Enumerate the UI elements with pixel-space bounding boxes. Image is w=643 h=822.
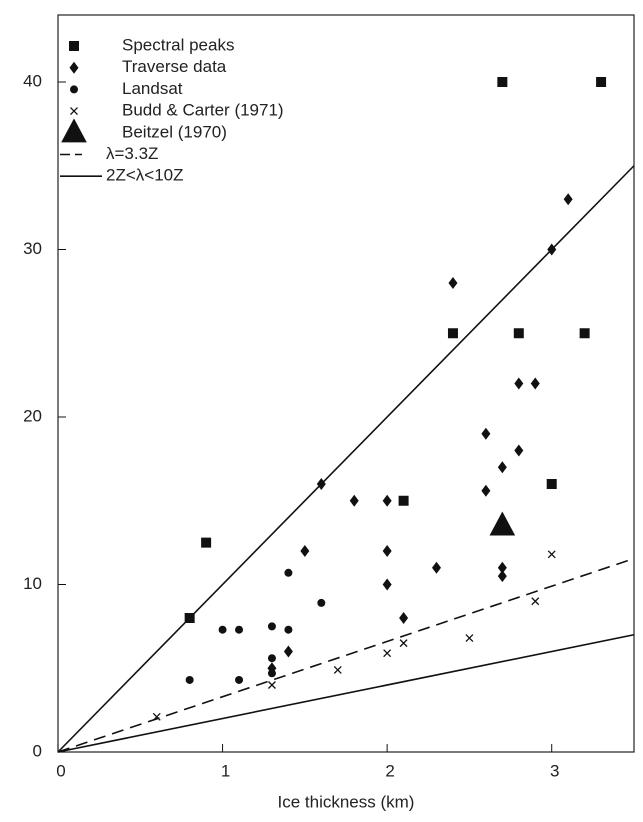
y-tick-label: 10 — [23, 574, 42, 593]
marker-circle — [267, 622, 276, 631]
marker-x — [267, 681, 276, 689]
marker-square — [546, 479, 557, 489]
x-tick-label: 2 — [385, 761, 394, 780]
marker-x — [399, 639, 408, 648]
marker-x — [383, 649, 392, 658]
marker-triangle — [489, 511, 516, 536]
marker-diamond — [514, 377, 524, 390]
marker-diamond — [399, 612, 409, 624]
legend-label: λ=3.3Z — [106, 144, 158, 163]
marker-diamond — [283, 645, 293, 658]
marker-diamond — [382, 545, 392, 557]
x-tick-label: 1 — [221, 761, 230, 780]
marker-circle — [235, 675, 244, 684]
reference-line — [57, 165, 635, 753]
legend-label: Beitzel (1970) — [122, 122, 227, 141]
legend-label: 2Z<λ<10Z — [106, 166, 184, 185]
marker-diamond — [514, 444, 524, 457]
marker-square — [69, 41, 79, 51]
marker-diamond — [497, 570, 507, 583]
marker-diamond — [448, 277, 458, 289]
marker-diamond — [69, 61, 79, 74]
marker-diamond — [497, 461, 507, 474]
x-tick-label: 0 — [56, 761, 65, 780]
marker-circle — [218, 625, 227, 634]
y-tick-label: 20 — [23, 406, 42, 425]
plot-frame — [57, 14, 635, 753]
marker-triangle — [61, 118, 87, 143]
marker-circle — [185, 675, 194, 684]
marker-diamond — [300, 545, 310, 557]
marker-circle — [284, 568, 293, 577]
marker-square — [447, 328, 458, 339]
legend-label: Traverse data — [122, 57, 227, 76]
marker-diamond — [382, 494, 392, 507]
marker-diamond — [382, 578, 392, 591]
marker-diamond — [563, 193, 573, 206]
marker-circle — [267, 669, 276, 678]
marker-square — [596, 77, 607, 87]
marker-diamond — [432, 561, 442, 574]
y-tick-label: 0 — [33, 741, 42, 760]
marker-diamond — [481, 484, 491, 497]
legend-label: Spectral peaks — [122, 35, 234, 54]
reference-line — [57, 557, 635, 753]
marker-square — [398, 495, 409, 506]
marker-square — [579, 328, 590, 339]
marker-circle — [70, 85, 78, 94]
x-axis-label: Ice thickness (km) — [278, 792, 415, 811]
legend-label: Landsat — [122, 79, 183, 98]
legend-label: Budd & Carter (1971) — [122, 101, 284, 120]
marker-circle — [267, 654, 276, 663]
marker-x — [465, 634, 474, 643]
marker-diamond — [530, 377, 540, 390]
marker-diamond — [497, 561, 507, 574]
marker-square — [513, 328, 524, 339]
y-tick-label: 40 — [23, 71, 42, 90]
marker-square — [497, 77, 508, 87]
marker-x — [333, 665, 342, 674]
y-tick-label: 30 — [23, 239, 42, 258]
marker-x — [531, 597, 540, 606]
marker-diamond — [349, 494, 359, 507]
marker-circle — [317, 598, 326, 607]
marker-circle — [284, 625, 293, 634]
marker-x — [547, 550, 556, 559]
marker-diamond — [481, 427, 491, 440]
x-tick-label: 3 — [550, 761, 559, 780]
marker-x — [70, 107, 78, 116]
marker-circle — [235, 625, 244, 634]
marker-square — [201, 537, 212, 548]
